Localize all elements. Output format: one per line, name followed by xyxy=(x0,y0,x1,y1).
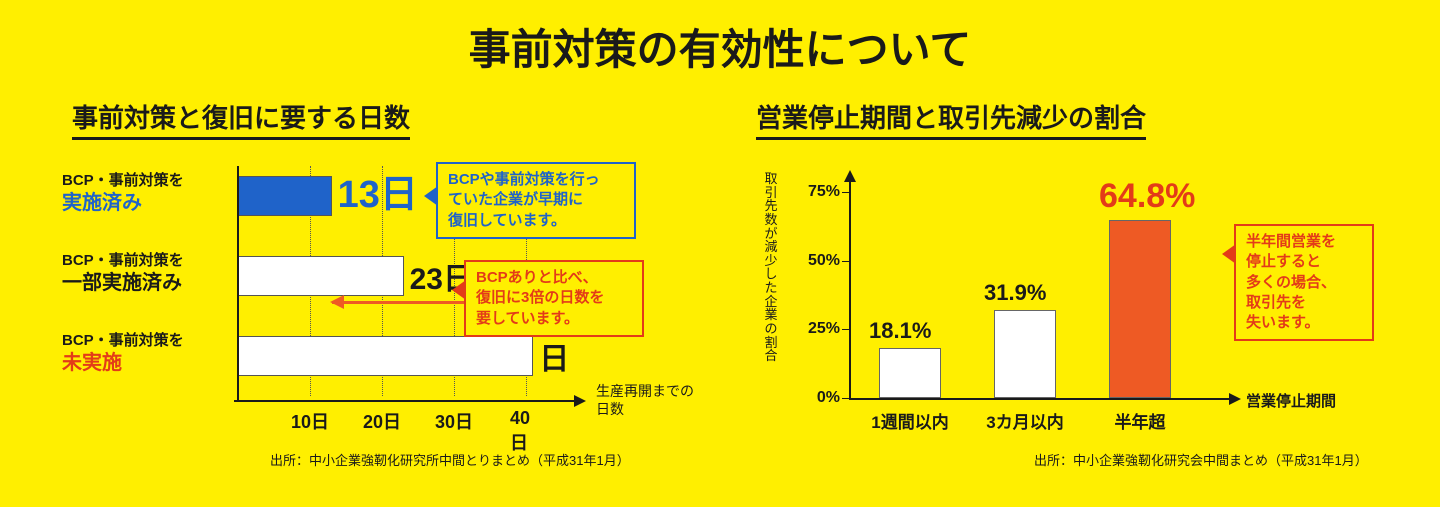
left-chart-title: 事前対策と復旧に要する日数 xyxy=(72,98,410,140)
right-ytick: 75% xyxy=(792,183,840,201)
left-callout-orange-text: BCPありと比べ、 復旧に3倍の日数を 要しています。 xyxy=(476,269,604,327)
left-xtick: 20日 xyxy=(363,408,401,434)
right-chart-title: 営業停止期間と取引先減少の割合 xyxy=(756,98,1146,140)
right-xaxis-label: 営業停止期間 xyxy=(1246,390,1336,411)
right-chart-source: 出所：中小企業強靭化研究会中間まとめ（平成31年1月） xyxy=(1034,450,1368,469)
right-ytick-mark xyxy=(842,398,850,399)
right-xcat: 3カ月以内 xyxy=(986,408,1063,433)
right-bar-value: 31.9% xyxy=(984,280,1046,306)
right-bar-value: 18.1% xyxy=(869,318,931,344)
left-bar-value: 13日 xyxy=(338,163,418,218)
right-bar xyxy=(994,310,1056,398)
left-bar xyxy=(238,256,404,296)
left-bar xyxy=(238,176,332,216)
right-xcat: 1週間以内 xyxy=(871,408,948,433)
left-xaxis xyxy=(234,400,584,402)
right-yaxis xyxy=(849,172,851,398)
left-yaxis xyxy=(237,166,239,400)
right-callout-orange: 半年間営業を 停止すると 多くの場合、 取引先を 失います。 xyxy=(1234,224,1374,341)
left-bar-label: BCP・事前対策を一部実施済み xyxy=(62,252,222,296)
right-bar xyxy=(879,348,941,398)
right-ytick-mark xyxy=(842,329,850,330)
left-xtick: 30日 xyxy=(435,408,473,434)
right-ytick-mark xyxy=(842,261,850,262)
left-callout-blue-text: BCPや事前対策を行っ ていた企業が早期に 復旧しています。 xyxy=(448,171,600,229)
left-chart-source: 出所：中小企業強靭化研究所中間とりまとめ（平成31年1月） xyxy=(270,450,630,469)
right-callout-orange-text: 半年間営業を 停止すると 多くの場合、 取引先を 失います。 xyxy=(1246,233,1336,331)
right-ytick: 50% xyxy=(792,252,840,270)
left-bar-label: BCP・事前対策を未実施 xyxy=(62,332,222,376)
right-ytick-mark xyxy=(842,192,850,193)
left-callout-orange: BCPありと比べ、 復旧に3倍の日数を 要しています。 xyxy=(464,260,644,337)
page-title: 事前対策の有効性について xyxy=(469,16,972,77)
left-xtick: 40日 xyxy=(510,408,542,455)
right-ytick: 25% xyxy=(792,320,840,338)
left-bar-label: BCP・事前対策を実施済み xyxy=(62,172,222,216)
right-xcat: 半年超 xyxy=(1115,408,1166,433)
right-xaxis xyxy=(849,398,1239,400)
right-bar-value: 64.8% xyxy=(1099,177,1195,216)
left-callout-blue: BCPや事前対策を行っ ていた企業が早期に 復旧しています。 xyxy=(436,162,636,239)
left-xaxis-label: 生産再開までの 日数 xyxy=(596,382,694,418)
left-xtick: 10日 xyxy=(291,408,329,434)
left-bar-row: BCP・事前対策を未実施41日 xyxy=(238,336,558,376)
right-ytick: 0% xyxy=(792,389,840,407)
left-bar xyxy=(238,336,533,376)
right-yaxis-label: 取引先数が減少した企業の割合 xyxy=(764,172,778,363)
right-bar xyxy=(1109,220,1171,398)
right-chart-plot: 0%25%50%75%18.1%1週間以内31.9%3カ月以内64.8%半年超営… xyxy=(850,178,1210,398)
